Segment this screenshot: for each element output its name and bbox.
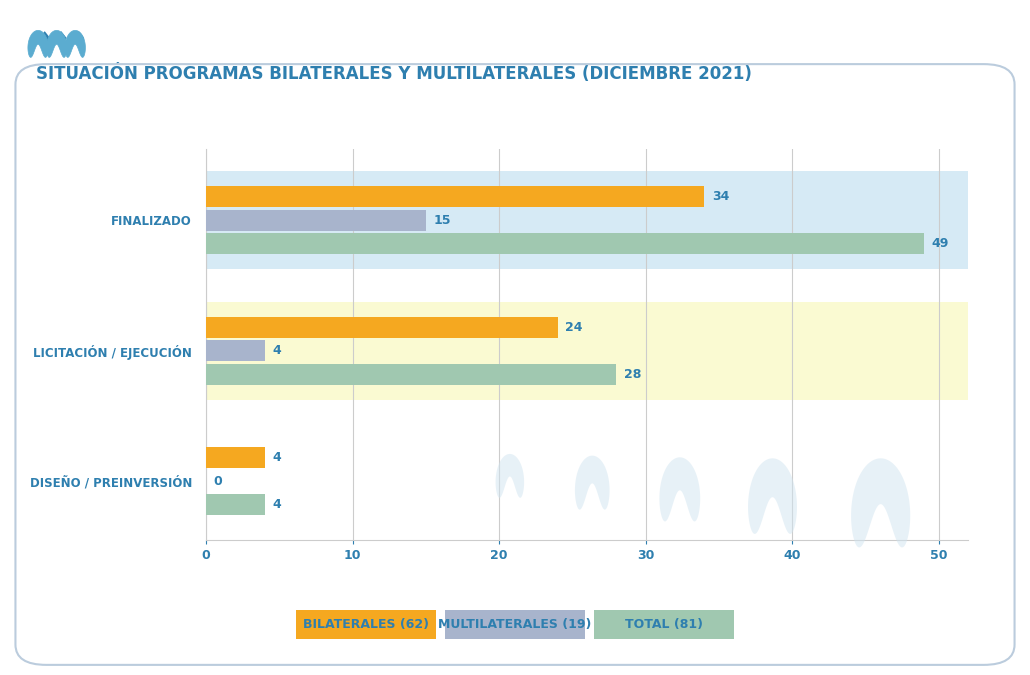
Text: 4: 4 [272, 344, 281, 357]
Bar [206, 186, 705, 207]
Bar [206, 442, 968, 520]
Text: ♦♦♦: ♦♦♦ [36, 30, 89, 49]
Bar [206, 234, 924, 254]
Text: SITUACIÓN PROGRAMAS BILATERALES Y MULTILATERALES (DICIEMBRE 2021): SITUACIÓN PROGRAMAS BILATERALES Y MULTIL… [36, 64, 752, 83]
Text: 49: 49 [931, 238, 949, 250]
Bar [206, 317, 558, 338]
Bar [206, 340, 265, 361]
Text: 15: 15 [434, 214, 451, 227]
Text: 0: 0 [213, 475, 222, 488]
Bar [206, 364, 616, 385]
Text: TOTAL (81): TOTAL (81) [625, 618, 703, 631]
Text: 4: 4 [272, 498, 281, 511]
Text: 34: 34 [712, 190, 729, 203]
Text: 4: 4 [272, 452, 281, 464]
Text: MULTILATERALES (19): MULTILATERALES (19) [439, 618, 591, 631]
Text: BILATERALES (62): BILATERALES (62) [303, 618, 428, 631]
Bar [206, 171, 968, 269]
Bar [206, 448, 265, 468]
Text: 28: 28 [624, 368, 641, 381]
Bar [206, 494, 265, 515]
Text: 24: 24 [565, 321, 583, 333]
Bar [206, 302, 968, 400]
Bar [206, 210, 425, 231]
